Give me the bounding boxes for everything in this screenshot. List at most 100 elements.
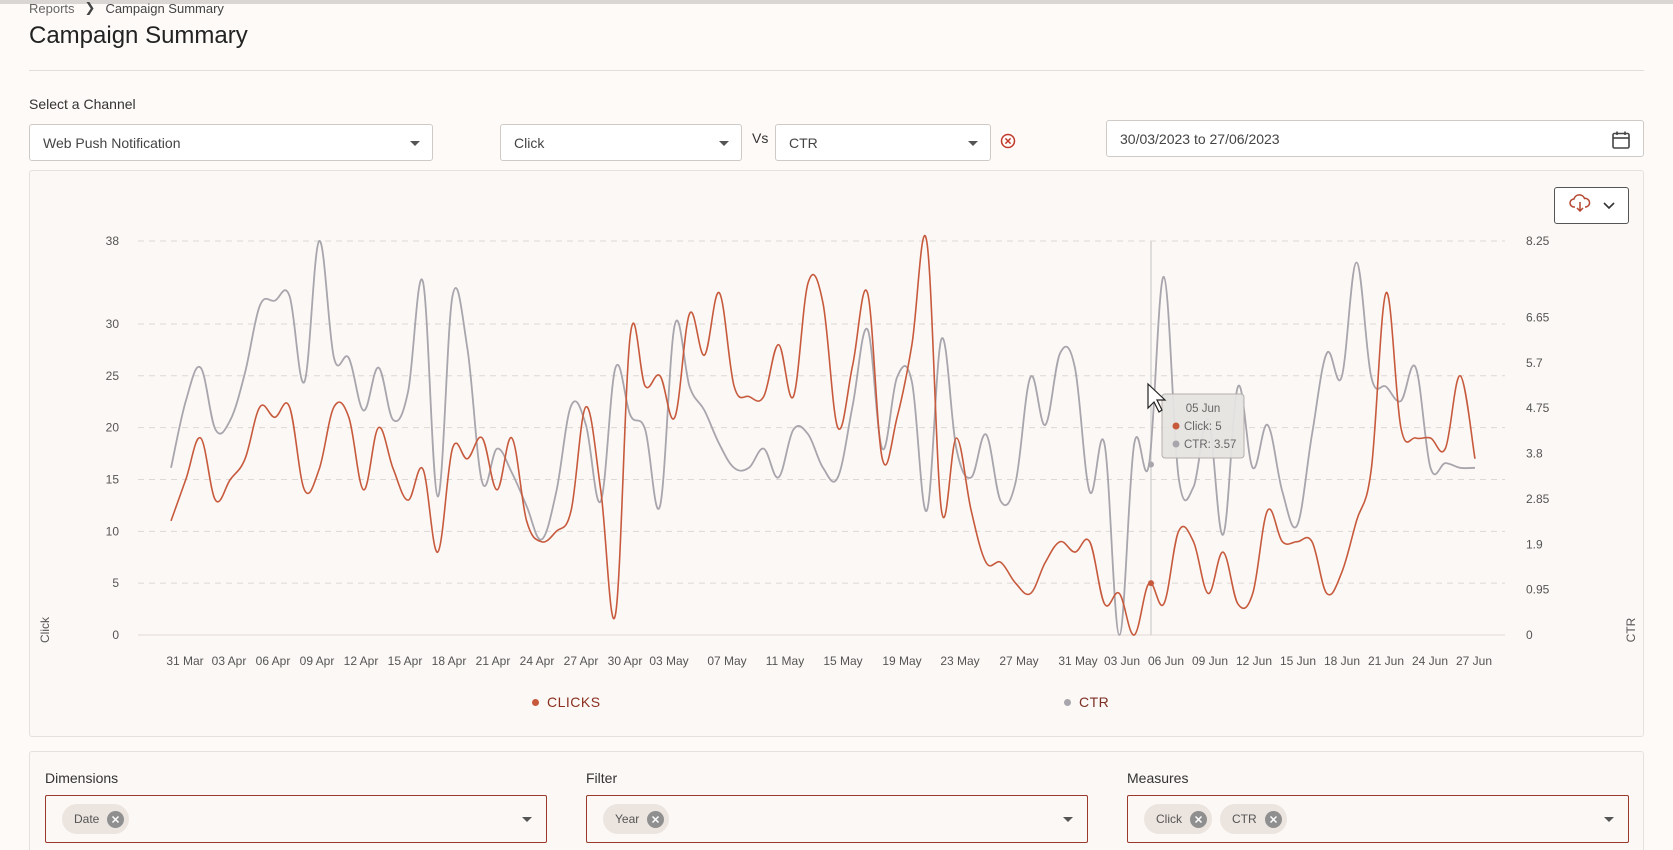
y2-tick-label: 3.8 <box>1526 447 1543 461</box>
y-tick-label: 38 <box>106 234 120 248</box>
date-range-value: 30/03/2023 to 27/06/2023 <box>1120 130 1280 147</box>
calendar-icon[interactable] <box>1611 130 1631 150</box>
x-tick-label: 12 Jun <box>1236 654 1272 668</box>
y2-axis-label: CTR <box>1624 617 1638 642</box>
x-tick-label: 24 Apr <box>520 654 555 668</box>
line-chart: 0 5 10 15 20 25 30 38 0 0.95 1.9 2.85 3.8 4.75 5.7 6.6… <box>38 234 1638 668</box>
x-tick-label: 15 Apr <box>388 654 423 668</box>
filter-chip: Year <box>603 804 670 834</box>
y-tick-label: 30 <box>106 317 120 331</box>
filter-select[interactable]: Year <box>586 795 1088 843</box>
y-tick-label: 25 <box>106 369 120 383</box>
x-tick-label: 27 Jun <box>1456 654 1492 668</box>
x-tick-label: 06 Apr <box>256 654 291 668</box>
x-tick-label: 12 Apr <box>344 654 379 668</box>
remove-chip-icon[interactable] <box>107 810 125 828</box>
breadcrumb-reports-link[interactable]: Reports <box>29 0 75 16</box>
measure-chip: Click <box>1144 804 1212 834</box>
legend-clicks-label: CLICKS <box>547 694 601 710</box>
x-tick-label: 27 May <box>999 654 1038 668</box>
chevron-down-icon[interactable] <box>522 817 532 822</box>
mouse-cursor-icon <box>1147 382 1167 413</box>
dimensions-label: Dimensions <box>45 770 119 786</box>
remove-chip-icon[interactable] <box>1190 810 1207 828</box>
x-tick-label: 15 Jun <box>1280 654 1316 668</box>
hover-click-point <box>1148 580 1154 587</box>
vs-label: Vs <box>752 130 769 146</box>
chevron-down-icon <box>968 141 978 146</box>
remove-chip-icon[interactable] <box>1264 810 1282 828</box>
y-tick-label: 10 <box>106 524 120 538</box>
chevron-down-icon <box>1602 197 1615 215</box>
clear-circle-icon[interactable] <box>1000 133 1016 149</box>
filter-label: Filter <box>586 770 618 786</box>
dimension-chip: Date <box>62 804 130 834</box>
chip-label: Click <box>1156 812 1182 826</box>
chip-label: Date <box>74 812 100 826</box>
chart-tooltip: 05 Jun Click: 5 CTR: 3.57 <box>1161 393 1245 459</box>
y2-tick-label: 5.7 <box>1526 356 1543 370</box>
x-tick-label: 21 Apr <box>476 654 511 668</box>
tooltip-click-dot <box>1172 422 1180 430</box>
x-tick-label: 07 May <box>707 654 746 668</box>
left-axis: 0 5 10 15 20 25 30 38 <box>106 234 120 642</box>
cloud-download-icon <box>1568 194 1591 217</box>
breadcrumb-separator-icon: ❯ <box>84 0 96 15</box>
y2-tick-label: 0 <box>1526 628 1533 642</box>
legend-clicks-dot <box>532 698 539 706</box>
x-axis: 31 Mar 03 Apr 06 Apr 09 Apr 12 Apr 15 Apr 18 A… <box>166 654 1492 668</box>
y2-tick-label: 4.75 <box>1526 401 1550 415</box>
tooltip-date: 05 Jun <box>1186 403 1221 415</box>
x-tick-label: 09 Jun <box>1192 654 1228 668</box>
y-tick-label: 0 <box>112 628 119 642</box>
chevron-down-icon <box>719 141 729 146</box>
remove-chip-icon[interactable] <box>647 810 665 828</box>
y2-tick-label: 1.9 <box>1526 537 1543 551</box>
legend-clicks[interactable]: CLICKS <box>532 694 601 710</box>
x-tick-label: 24 Jun <box>1412 654 1448 668</box>
legend-ctr[interactable]: CTR <box>1064 694 1109 710</box>
date-range-input[interactable]: 30/03/2023 to 27/06/2023 <box>1106 120 1644 157</box>
x-tick-label: 23 May <box>940 654 979 668</box>
tooltip-ctr-dot <box>1172 440 1180 448</box>
chip-label: CTR <box>1232 812 1257 826</box>
metric-a-select[interactable]: Click <box>500 124 742 161</box>
measures-label: Measures <box>1127 770 1189 786</box>
legend-ctr-label: CTR <box>1079 694 1110 710</box>
right-axis: 0 0.95 1.9 2.85 3.8 4.75 5.7 6.65 8.25 <box>1526 234 1550 642</box>
x-tick-label: 21 Jun <box>1368 654 1404 668</box>
x-tick-label: 31 Mar <box>166 654 203 668</box>
metric-b-select[interactable]: CTR <box>775 124 991 161</box>
series-layer <box>170 235 1476 636</box>
hover-ctr-point <box>1148 461 1154 468</box>
y2-tick-label: 8.25 <box>1526 234 1550 248</box>
y2-tick-label: 0.95 <box>1526 583 1550 597</box>
top-border <box>0 0 1673 4</box>
measures-select[interactable]: Click CTR <box>1127 795 1629 843</box>
download-button[interactable] <box>1554 187 1629 224</box>
channel-select[interactable]: Web Push Notification <box>29 124 433 161</box>
y-tick-label: 20 <box>106 421 120 435</box>
y2-tick-label: 2.85 <box>1526 492 1550 506</box>
channel-label: Select a Channel <box>29 96 136 112</box>
tooltip-click-value: Click: 5 <box>1184 421 1222 433</box>
dimensions-select[interactable]: Date <box>45 795 547 843</box>
x-tick-label: 15 May <box>823 654 862 668</box>
legend-ctr-dot <box>1064 698 1071 706</box>
metric-a-value: Click <box>514 134 545 151</box>
x-tick-label: 18 Apr <box>432 654 467 668</box>
measure-chip: CTR <box>1220 804 1287 834</box>
breadcrumb-current: Campaign Summary <box>105 0 224 16</box>
channel-select-value: Web Push Notification <box>43 134 181 151</box>
x-tick-label: 03 Apr <box>212 654 247 668</box>
x-tick-label: 19 May <box>882 654 921 668</box>
chevron-down-icon[interactable] <box>1063 817 1073 822</box>
x-tick-label: 18 Jun <box>1324 654 1360 668</box>
tooltip-box <box>1161 393 1245 459</box>
chevron-down-icon[interactable] <box>1604 817 1614 822</box>
grid-lines <box>138 240 1505 636</box>
x-tick-label: 06 Jun <box>1148 654 1184 668</box>
x-tick-label: 27 Apr <box>564 654 599 668</box>
x-tick-label: 30 Apr <box>608 654 643 668</box>
y-axis-label: Click <box>38 616 52 643</box>
